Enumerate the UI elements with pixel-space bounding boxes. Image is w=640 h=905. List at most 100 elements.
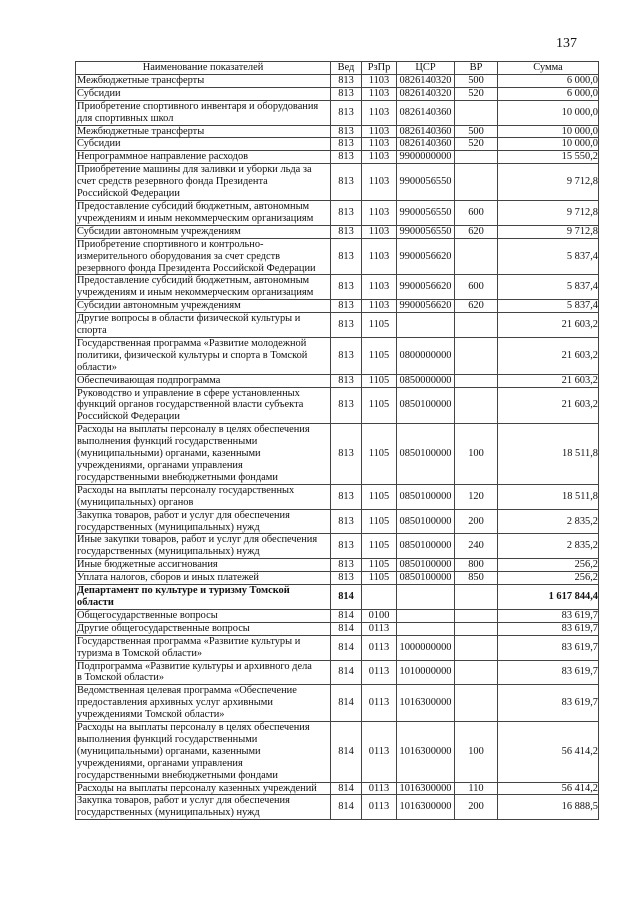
- cell-sum: 5 837,4: [497, 274, 599, 301]
- cell-ved: 813: [330, 533, 362, 560]
- cell-rzpr: 1103: [361, 299, 397, 314]
- header-sum: Сумма: [497, 61, 599, 75]
- cell-name: Расходы на выплаты персоналу в целях обе…: [75, 721, 331, 783]
- cell-vr: [454, 684, 498, 723]
- cell-sum: 21 603,2: [497, 336, 599, 375]
- cell-ved: 813: [330, 558, 362, 573]
- cell-rzpr: [361, 584, 397, 610]
- cell-name: Непрограммное направление расходов: [75, 150, 331, 165]
- cell-rzpr: 1105: [361, 533, 397, 560]
- table-row: Государственная программа «Развитие куль…: [75, 634, 599, 661]
- cell-ved: 813: [330, 274, 362, 301]
- cell-ved: 813: [330, 137, 362, 152]
- table-row: Расходы на выплаты персоналу государстве…: [75, 483, 599, 510]
- table-row: Закупка товаров, работ и услуг для обесп…: [75, 794, 599, 821]
- cell-csr: 9900000000: [396, 150, 455, 165]
- cell-rzpr: 1103: [361, 163, 397, 201]
- cell-name: Закупка товаров, работ и услуг для обесп…: [75, 794, 331, 821]
- cell-rzpr: 1103: [361, 237, 397, 276]
- cell-sum: 9 712,8: [497, 199, 599, 226]
- cell-rzpr: 1103: [361, 86, 397, 101]
- cell-sum: 15 550,2: [497, 150, 599, 165]
- cell-vr: 620: [454, 299, 498, 314]
- cell-name: Иные закупки товаров, работ и услуг для …: [75, 533, 331, 560]
- cell-vr: 120: [454, 483, 498, 510]
- cell-sum: 5 837,4: [497, 237, 599, 276]
- cell-name: Расходы на выплаты персоналу в целях обе…: [75, 423, 331, 485]
- table-row: Субсидии автономным учреждениям 813 1103 99…: [75, 224, 599, 239]
- cell-name: Руководство и управление в сфере установ…: [75, 386, 331, 425]
- cell-csr: 1016300000: [396, 794, 455, 821]
- cell-rzpr: 0113: [361, 781, 397, 796]
- cell-ved: 813: [330, 423, 362, 485]
- table-row: Приобретение спортивного инвентаря и обо…: [75, 99, 599, 126]
- table-row: Руководство и управление в сфере установ…: [75, 386, 599, 425]
- cell-sum: 9 712,8: [497, 163, 599, 201]
- cell-vr: 600: [454, 199, 498, 226]
- cell-vr: 800: [454, 558, 498, 573]
- cell-sum: 2 835,2: [497, 508, 599, 535]
- cell-ved: 813: [330, 508, 362, 535]
- cell-sum: 21 603,2: [497, 312, 599, 338]
- cell-sum: 83 619,7: [497, 621, 599, 636]
- cell-ved: 814: [330, 634, 362, 661]
- table-row: Приобретение спортивного и контрольно- и…: [75, 237, 599, 276]
- cell-name: Расходы на выплаты персоналу государстве…: [75, 483, 331, 510]
- cell-name: Приобретение спортивного и контрольно- и…: [75, 237, 331, 276]
- table-row: Предоставление субсидий бюджетным, автон…: [75, 274, 599, 301]
- cell-sum: 6 000,0: [497, 73, 599, 88]
- cell-rzpr: 1103: [361, 150, 397, 165]
- cell-name: Субсидии: [75, 137, 331, 152]
- cell-ved: 813: [330, 150, 362, 165]
- cell-vr: 520: [454, 86, 498, 101]
- cell-sum: 10 000,0: [497, 124, 599, 139]
- cell-vr: 200: [454, 794, 498, 821]
- cell-ved: 813: [330, 312, 362, 338]
- cell-vr: 100: [454, 721, 498, 783]
- cell-vr: 520: [454, 137, 498, 152]
- table-row: Иные бюджетные ассигнования 813 1105 085010…: [75, 558, 599, 573]
- cell-ved: 813: [330, 199, 362, 226]
- table-row: Межбюджетные трансферты 813 1103 0826140360…: [75, 124, 599, 139]
- cell-rzpr: 0113: [361, 721, 397, 783]
- cell-sum: 2 835,2: [497, 533, 599, 560]
- cell-vr: [454, 659, 498, 686]
- cell-ved: 814: [330, 781, 362, 796]
- cell-rzpr: 1105: [361, 483, 397, 510]
- header-ved: Вед: [330, 61, 362, 75]
- cell-vr: 620: [454, 224, 498, 239]
- table-row: Субсидии 813 1103 0826140360 520 10 000,0: [75, 137, 599, 152]
- cell-rzpr: 0113: [361, 794, 397, 821]
- cell-sum: 56 414,2: [497, 721, 599, 783]
- cell-rzpr: 1105: [361, 571, 397, 586]
- cell-vr: 500: [454, 124, 498, 139]
- cell-csr: 0800000000: [396, 336, 455, 375]
- table-row: Общегосударственные вопросы 814 0100 83 619…: [75, 608, 599, 623]
- cell-name: Другие общегосударственные вопросы: [75, 621, 331, 636]
- cell-ved: 813: [330, 571, 362, 586]
- cell-ved: 813: [330, 86, 362, 101]
- cell-csr: [396, 584, 455, 610]
- cell-ved: 813: [330, 163, 362, 201]
- cell-csr: 0826140360: [396, 99, 455, 126]
- cell-sum: 256,2: [497, 571, 599, 586]
- cell-ved: 813: [330, 73, 362, 88]
- cell-vr: [454, 386, 498, 425]
- cell-vr: [454, 150, 498, 165]
- cell-sum: 83 619,7: [497, 608, 599, 623]
- cell-sum: 83 619,7: [497, 634, 599, 661]
- cell-sum: 6 000,0: [497, 86, 599, 101]
- cell-vr: 200: [454, 508, 498, 535]
- cell-csr: 1016300000: [396, 684, 455, 723]
- table-row: Государственная программа «Развитие моло…: [75, 336, 599, 375]
- cell-name: Департамент по культуре и туризму Томско…: [75, 584, 331, 610]
- cell-rzpr: 1103: [361, 274, 397, 301]
- cell-csr: 0850100000: [396, 423, 455, 485]
- cell-sum: 10 000,0: [497, 99, 599, 126]
- cell-csr: 0826140360: [396, 124, 455, 139]
- cell-name: Субсидии автономным учреждениям: [75, 224, 331, 239]
- cell-csr: 1016300000: [396, 781, 455, 796]
- cell-name: Иные бюджетные ассигнования: [75, 558, 331, 573]
- table-row: Межбюджетные трансферты 813 1103 0826140320…: [75, 73, 599, 88]
- cell-vr: [454, 237, 498, 276]
